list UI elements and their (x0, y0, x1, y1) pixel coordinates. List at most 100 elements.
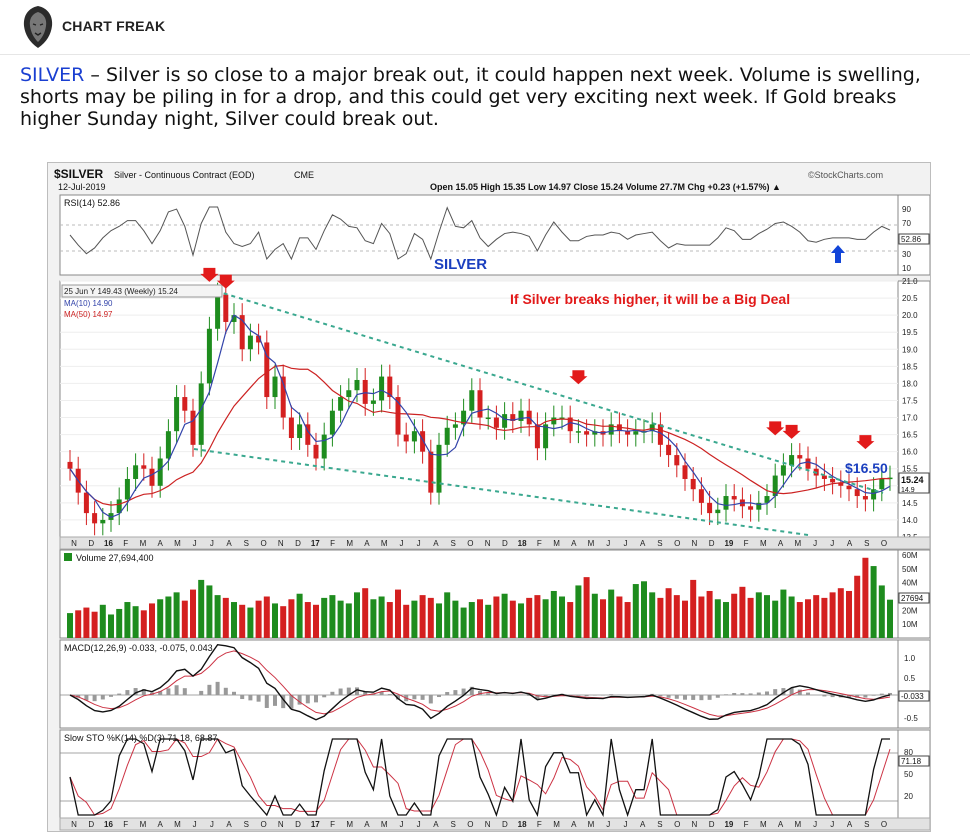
volume-bar (92, 612, 98, 638)
x-axis-tick: A (778, 820, 784, 829)
volume-bar (821, 598, 827, 638)
chart-date: 12-Jul-2019 (58, 182, 106, 192)
volume-bar (190, 590, 196, 638)
rsi-tick-90: 90 (902, 205, 911, 214)
volume-bar (739, 587, 745, 638)
x-axis-tick: A (433, 539, 439, 548)
macd-histogram-bar (412, 695, 416, 699)
volume-bar (157, 599, 163, 638)
price-bar (199, 383, 204, 444)
x-axis-tick: F (330, 539, 335, 548)
x-axis-tick: J (210, 820, 214, 829)
site-header: CHART FREAK (0, 0, 970, 55)
volume-bar (100, 605, 106, 638)
volume-bar (313, 605, 319, 638)
volume-bar (436, 603, 442, 638)
stochastic-label: Slow STO %K(14) %D(3) 71.18, 68.87 (64, 733, 217, 743)
brand-name[interactable]: CHART FREAK (62, 18, 165, 34)
keyword-link[interactable]: SILVER (20, 64, 84, 86)
volume-bar (75, 610, 81, 638)
volume-bar (124, 602, 130, 638)
price-tick: 18.5 (902, 362, 918, 371)
volume-bar (444, 592, 450, 638)
volume-bar (748, 598, 754, 638)
volume-bar (370, 599, 376, 638)
lion-head-logo-icon[interactable] (20, 4, 56, 50)
price-bar (748, 506, 753, 509)
macd-histogram-bar (224, 688, 228, 695)
x-axis-tick: J (606, 539, 610, 548)
macd-histogram-bar (453, 690, 457, 695)
volume-bar (764, 595, 770, 638)
x-axis-tick: O (467, 539, 473, 548)
macd-histogram-bar (691, 695, 695, 700)
price-bar (683, 465, 688, 479)
macd-histogram-bar (207, 685, 211, 695)
price-bar (68, 462, 73, 469)
volume-bar (362, 588, 368, 638)
x-axis-tick: D (88, 820, 94, 829)
volume-bar (592, 594, 598, 638)
volume-bar (666, 588, 672, 638)
x-axis-tick: N (71, 820, 77, 829)
x-axis-tick: M (174, 539, 181, 548)
volume-bar (174, 592, 180, 638)
price-bar (732, 496, 737, 499)
price-bar (707, 503, 712, 513)
x-axis-tick: F (744, 539, 749, 548)
chart-title-annotation: SILVER (434, 256, 487, 273)
x-axis-tick: J (606, 820, 610, 829)
price-bar (453, 424, 458, 427)
volume-bar (387, 602, 393, 638)
x-axis-tick: M (588, 539, 595, 548)
price-bar (174, 397, 179, 431)
volume-bar (108, 614, 114, 638)
macd-tick-1: 1.0 (904, 654, 916, 663)
volume-bar (567, 602, 573, 638)
x-axis-tick: D (502, 820, 508, 829)
x-axis-tick: J (417, 539, 421, 548)
ma10-legend: MA(10) 14.90 (64, 299, 113, 308)
x-axis-tick: N (485, 539, 491, 548)
x-axis-tick: J (399, 539, 403, 548)
x-axis-tick: A (571, 820, 577, 829)
x-axis-tick: S (864, 539, 869, 548)
price-bar (420, 431, 425, 451)
chart-description: Silver - Continuous Contract (EOD) (114, 170, 255, 180)
x-axis-tick: F (744, 820, 749, 829)
price-bar (338, 397, 343, 411)
x-axis-tick: S (450, 539, 455, 548)
price-tick: 16.5 (902, 431, 918, 440)
volume-bar (625, 602, 631, 638)
volume-tick: 60M (902, 551, 918, 560)
price-bar (437, 445, 442, 493)
x-axis-tick: J (210, 539, 214, 548)
price-bar (781, 465, 786, 475)
x-axis-tick: M (794, 539, 801, 548)
price-bar (576, 431, 581, 433)
macd-histogram-bar (699, 695, 703, 700)
volume-bar (182, 601, 188, 638)
price-tick: 19.0 (902, 345, 918, 354)
macd-histogram-bar (667, 695, 671, 698)
price-bar (166, 431, 171, 458)
volume-bar (149, 603, 155, 638)
price-bar (789, 455, 794, 465)
volume-bar (321, 598, 327, 638)
volume-bar (780, 590, 786, 638)
macd-histogram-bar (388, 694, 392, 695)
volume-bar (420, 595, 426, 638)
macd-histogram-bar (806, 693, 810, 695)
x-axis-tick: M (381, 820, 388, 829)
volume-bar (846, 591, 852, 638)
macd-panel: MACD(12,26,9) -0.033, -0.075, 0.043 1.0 … (60, 640, 930, 728)
volume-bar (280, 606, 286, 638)
x-axis-tick: N (71, 539, 77, 548)
macd-histogram-bar (93, 695, 97, 701)
volume-bar (813, 595, 819, 638)
macd-tick-neg05: -0.5 (904, 714, 918, 723)
volume-bar (616, 597, 622, 639)
x-axis-tick: S (657, 820, 662, 829)
x-axis-tick: A (157, 820, 163, 829)
price-bar (248, 336, 253, 350)
